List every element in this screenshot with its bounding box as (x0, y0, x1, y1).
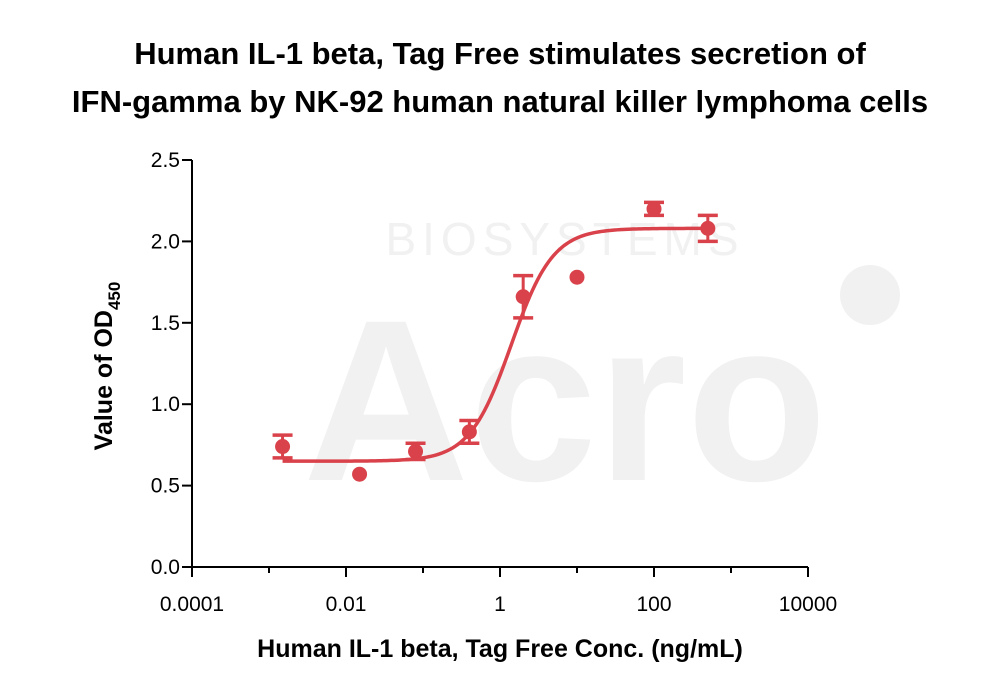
y-axis-title: Value of OD450 (90, 282, 124, 451)
data-point (461, 424, 477, 440)
data-point (700, 220, 716, 236)
watermark-logo: Acro (303, 272, 827, 529)
axes: 0.0 0.5 1.0 1.5 2.0 2.5 0.0001 0.01 1 100 10000 (151, 149, 837, 616)
y-tick-label: 1.5 (151, 312, 180, 335)
data-point (408, 443, 424, 459)
data-points (272, 200, 718, 482)
x-tick-label: 100 (636, 593, 671, 616)
x-tick-label: 10000 (779, 593, 837, 616)
data-point (515, 289, 531, 305)
y-axis-title-subscript: 450 (105, 282, 124, 310)
y-tick-label: 0.0 (151, 556, 180, 579)
x-tick-label: 0.0001 (160, 593, 224, 616)
x-tick-label: 1 (494, 593, 506, 616)
svg-text:Value of OD450: Value of OD450 (90, 282, 124, 451)
chart-title: Human IL-1 beta, Tag Free stimulates sec… (0, 30, 1000, 126)
data-point (275, 439, 291, 455)
chart-title-line-2: IFN-gamma by NK-92 human natural killer … (71, 84, 929, 119)
y-tick-label: 1.0 (151, 393, 180, 416)
data-point (646, 201, 662, 217)
y-tick-label: 2.5 (151, 149, 180, 172)
watermark-dot (840, 265, 900, 325)
x-tick-label: 0.01 (326, 593, 367, 616)
watermark: Acro BIOSYSTEMS (303, 213, 900, 529)
watermark-subtitle: BIOSYSTEMS (385, 213, 744, 265)
y-tick-label: 2.0 (151, 230, 180, 253)
y-tick-label: 0.5 (151, 475, 180, 498)
chart-title-line-1: Human IL-1 beta, Tag Free stimulates sec… (134, 36, 866, 71)
x-axis-title: Human IL-1 beta, Tag Free Conc. (ng/mL) (257, 635, 743, 663)
fit-curve-group (282, 226, 708, 463)
fit-curve (282, 226, 708, 463)
y-axis-title-main: Value of OD (90, 310, 118, 450)
data-point (569, 269, 585, 285)
data-point (352, 466, 368, 482)
